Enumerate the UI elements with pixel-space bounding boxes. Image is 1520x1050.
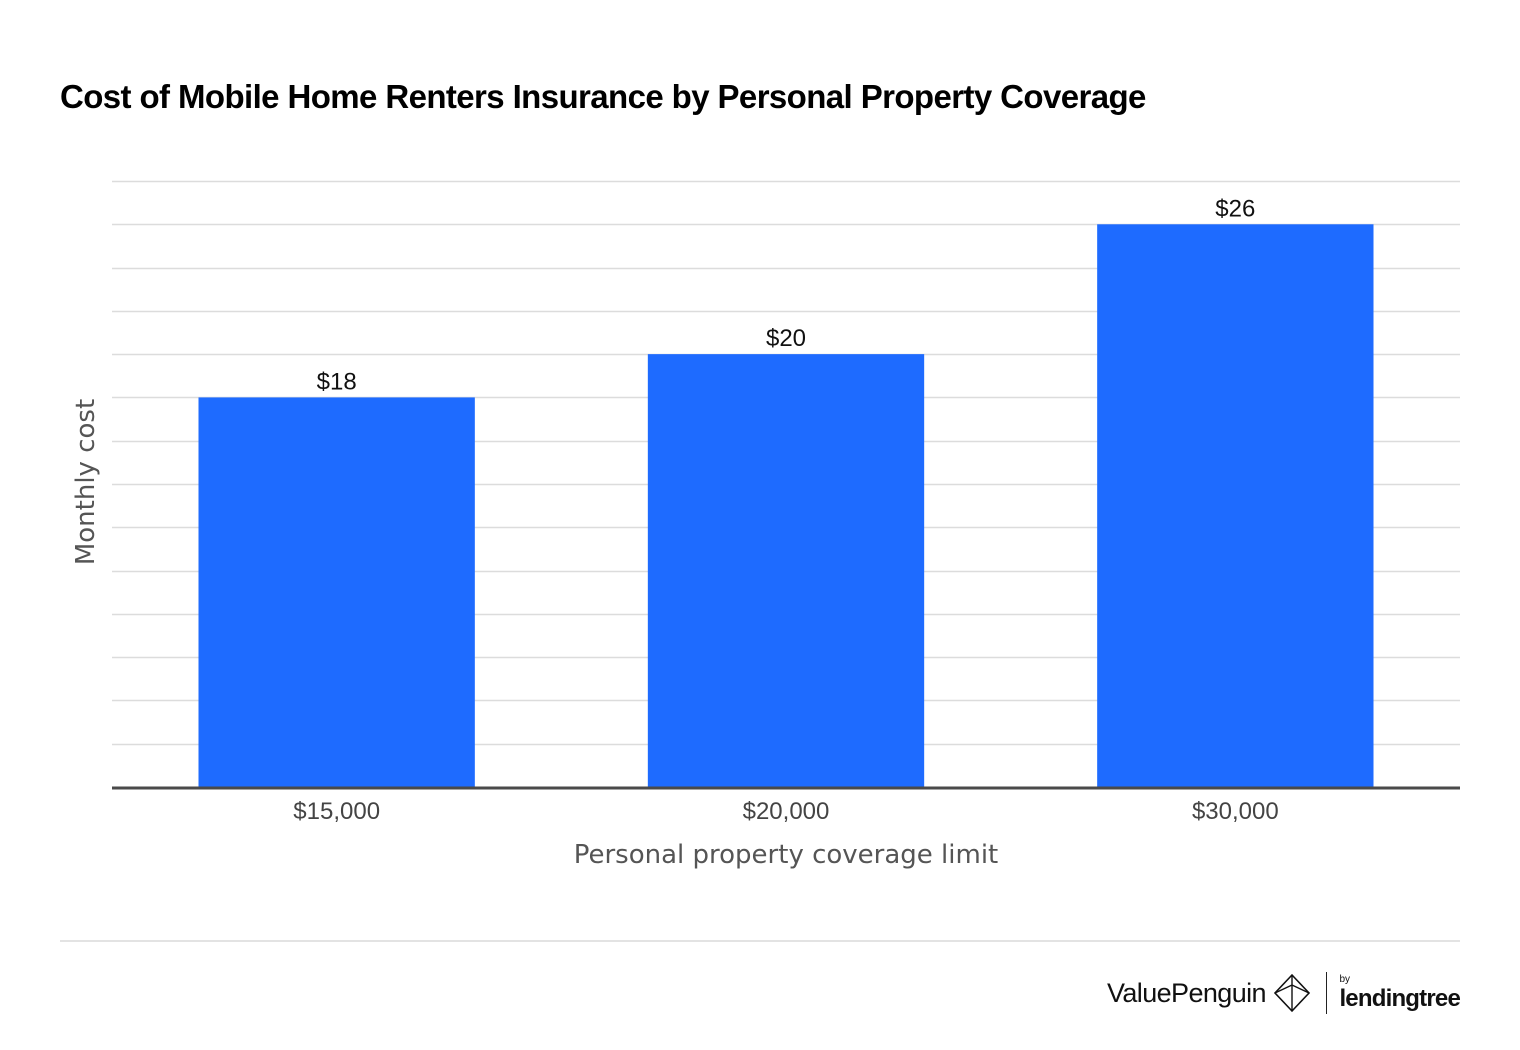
bar-value-label: $18 — [317, 368, 357, 395]
bar-chart: $18 $15,000 $20 $20,000 $26 $30,000 Personal p… — [71, 180, 1460, 870]
x-axis-title: Personal property coverage limit — [574, 840, 999, 870]
bar — [198, 397, 475, 787]
by-label: by — [1339, 974, 1350, 985]
x-tick-label: $15,000 — [293, 798, 380, 825]
bar — [647, 354, 925, 787]
brand-separator — [1325, 972, 1328, 1014]
lendingtree-wordmark: lendingtree — [1339, 985, 1460, 1012]
bar-value-label: $20 — [766, 325, 806, 352]
y-axis-title: Monthly cost — [71, 399, 101, 565]
x-tick-label: $20,000 — [743, 798, 830, 825]
x-tick-label: $30,000 — [1192, 798, 1279, 825]
bar-value-label: $26 — [1215, 195, 1255, 222]
bar — [1097, 224, 1374, 788]
chart-title: Cost of Mobile Home Renters Insurance by… — [60, 78, 1146, 115]
valuepenguin-wordmark: ValuePenguin — [1106, 977, 1267, 1008]
footer-divider — [60, 940, 1460, 942]
valuepenguin-diamond-icon — [1273, 973, 1311, 1013]
brand-logo: ValuePenguin by lendingtree — [1106, 970, 1461, 1016]
lendingtree-logo: by lendingtree — [1339, 975, 1460, 1011]
